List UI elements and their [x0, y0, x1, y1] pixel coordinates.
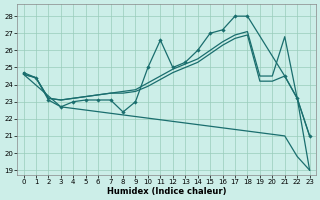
X-axis label: Humidex (Indice chaleur): Humidex (Indice chaleur) [107, 187, 226, 196]
